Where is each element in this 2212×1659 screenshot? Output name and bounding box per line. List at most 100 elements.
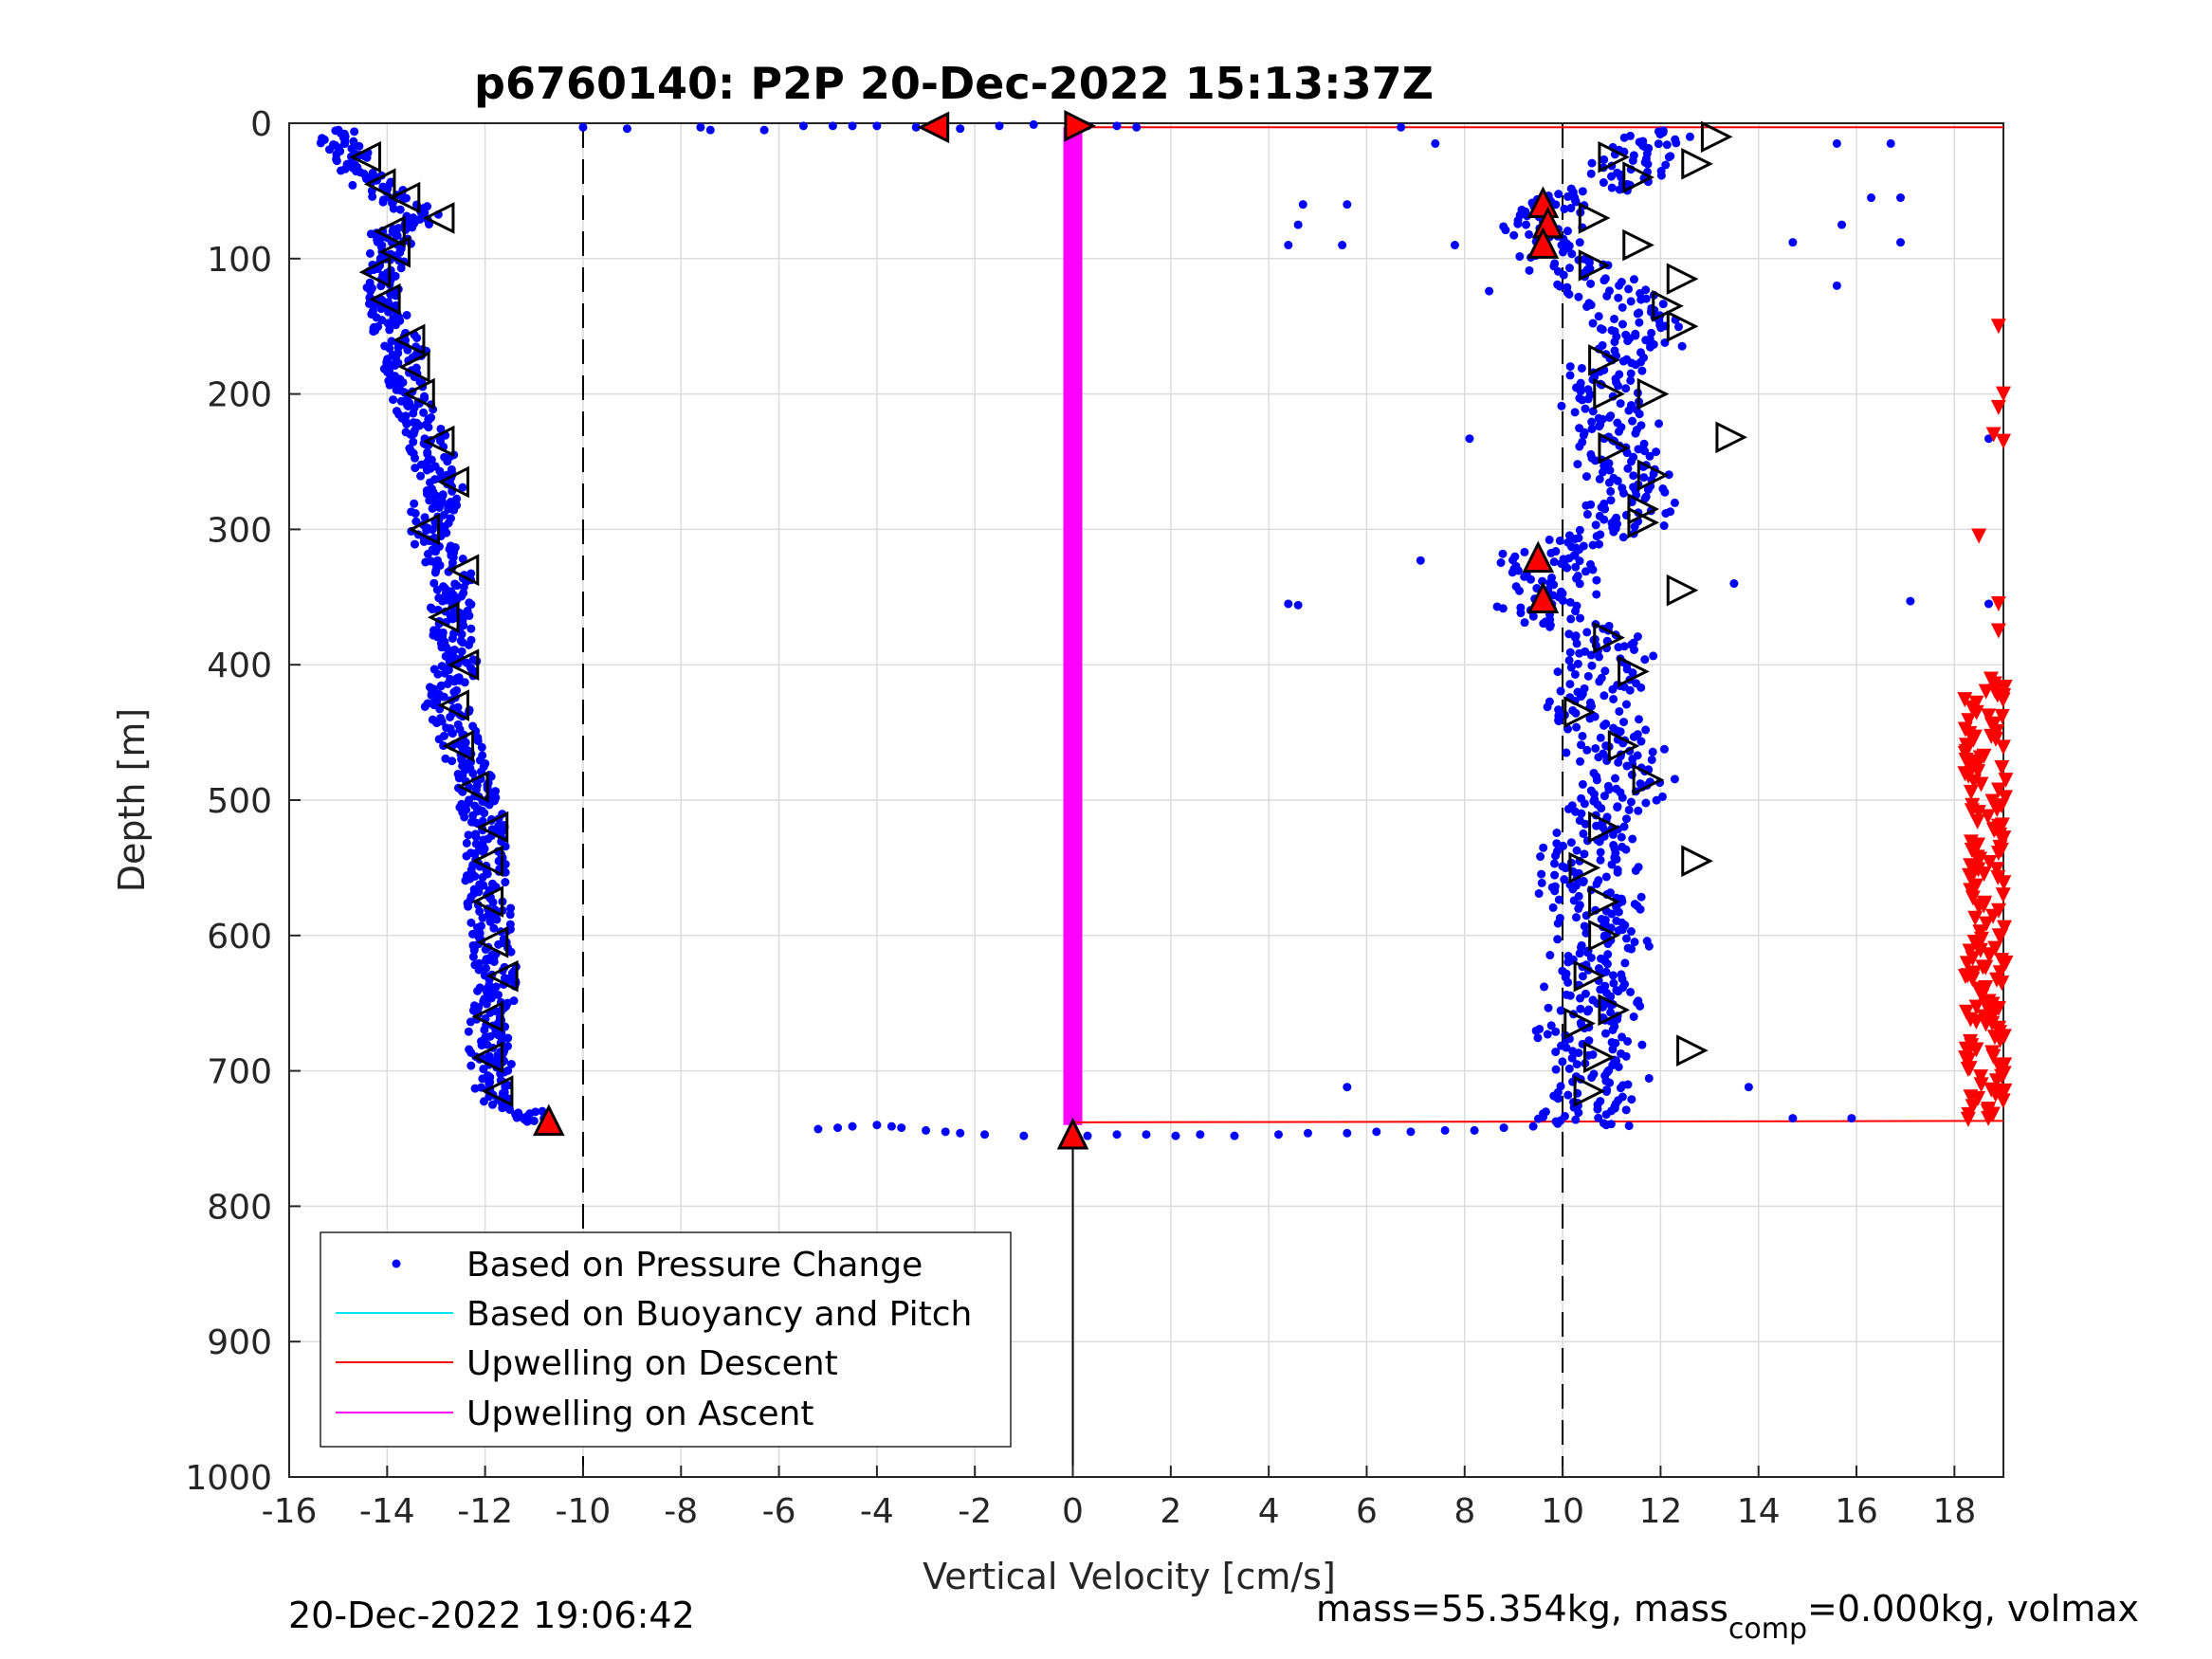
pressure-point [1626,375,1636,385]
pressure-point [1558,966,1567,975]
pressure-point [1568,1047,1578,1056]
pressure-point [411,517,421,526]
upwelling-descent-marker [1996,433,2011,449]
pressure-point [1343,1128,1352,1138]
pressure-point [1624,284,1634,294]
pressure-point [408,223,417,232]
ascent-triangle-marker [1632,763,1665,796]
pressure-point [1656,167,1666,176]
pressure-point [398,377,408,387]
pressure-point [1609,473,1618,483]
pressure-point [1596,324,1605,334]
pressure-point [1609,841,1618,850]
upwelling-descent-marker [1998,955,2014,971]
pressure-point [1575,393,1584,403]
descent-triangle-marker [437,689,469,721]
ascent-triangle-marker [1666,310,1699,343]
pressure-point [1640,655,1650,665]
pressure-point [436,682,446,691]
descent-triangle-marker [408,513,440,546]
pressure-point [1623,464,1633,473]
pressure-point [1567,1053,1577,1063]
pressure-point [872,1121,882,1130]
pressure-point [1516,603,1526,612]
pressure-point [1554,705,1563,715]
pressure-point [1633,730,1642,739]
pressure-point [1575,556,1584,566]
pressure-point [1600,274,1610,283]
pressure-point [1580,921,1589,931]
pressure-point [1509,230,1519,240]
upwelling-descent-marker [1984,793,2001,810]
pressure-point [1583,385,1593,394]
pressure-point [471,832,481,842]
pressure-point [1671,135,1680,144]
tick-layer: -16 -14 -12 -10 -8 -6 -4 -2 0 2 4 6 8 10 12 14 16 18 0 100 2… [185,105,1976,1531]
pressure-point [1273,1130,1283,1139]
pressure-point [471,785,481,794]
pressure-point [1549,557,1559,567]
pressure-point [1603,950,1613,959]
pressure-point [1554,895,1563,904]
upwelling-descent-marker [1995,692,2011,708]
pressure-point [1587,158,1597,168]
pressure-point [1577,363,1586,373]
pressure-point [420,702,430,711]
pressure-point [1617,970,1626,979]
pressure-point [1600,666,1610,676]
pressure-point [1580,849,1589,859]
pressure-point [980,1130,990,1139]
pressure-point [1590,712,1600,721]
ascent-triangle-marker [1715,421,1748,454]
pressure-point [423,449,432,459]
footer-mass-main: mass=55.354kg, mass [1316,1588,1728,1630]
pressure-point [1576,1018,1585,1028]
pressure-point [1565,362,1575,372]
pressure-point [1589,768,1599,777]
pressure-point [1847,1114,1856,1123]
pressure-point [941,1127,950,1137]
ascent-triangle-marker [1636,459,1670,492]
pressure-point [897,1123,906,1133]
pressure-point [1552,829,1562,838]
pressure-point [1576,757,1585,766]
pressure-point [1577,740,1586,750]
ascent-triangle-marker [1618,655,1650,688]
pressure-point [362,153,372,162]
pressure-point [1896,238,1906,247]
pressure-point [478,913,487,922]
pressure-point [484,800,494,810]
pressure-point [1575,816,1584,826]
pressure-point [473,736,483,745]
pressure-point [1560,1111,1569,1121]
y-tick-label: 900 [207,1323,272,1362]
pressure-point [422,465,431,475]
pressure-point [1584,1005,1594,1014]
pressure-point [1558,862,1567,871]
pressure-point [1629,471,1638,481]
pressure-point [1578,187,1587,196]
y-axis-label: Depth [m] [111,708,153,893]
pressure-point [1629,638,1638,647]
pressure-point [1609,978,1618,988]
descent-triangle-marker [363,168,396,201]
pressure-point [1629,452,1638,462]
pressure-point [505,910,515,920]
pressure-point [1629,151,1638,160]
pressure-point [410,499,419,508]
x-tick-label: 12 [1638,1492,1682,1531]
ascent-triangle-marker [1573,959,1606,993]
pressure-point [1496,558,1506,568]
highlight-triangle-marker [1056,1117,1089,1150]
pressure-point [366,286,375,296]
upwelling-descent-marker [1994,975,2010,992]
upwelling-descent-marker [1979,916,1995,932]
pressure-point [1595,511,1604,520]
pressure-point [1539,843,1548,852]
highlight-triangle-marker [1526,227,1560,259]
pressure-point [911,122,921,132]
pressure-point [426,478,435,487]
upwelling-descent-marker [1970,1090,1986,1106]
pressure-point [956,124,965,134]
pressure-point [578,122,588,132]
